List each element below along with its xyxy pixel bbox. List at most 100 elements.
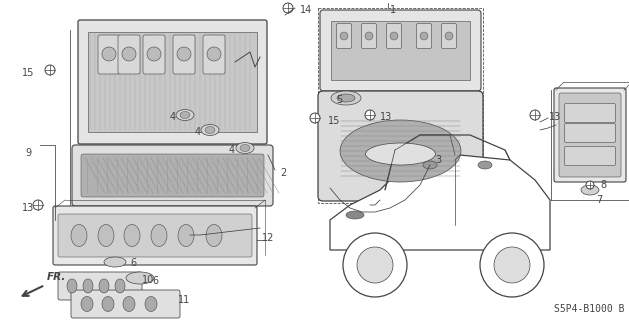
Text: 4: 4 — [195, 127, 201, 137]
Circle shape — [45, 65, 55, 75]
Circle shape — [586, 181, 594, 189]
Ellipse shape — [81, 297, 93, 311]
Ellipse shape — [124, 225, 140, 246]
Text: 13: 13 — [22, 203, 34, 213]
FancyBboxPatch shape — [442, 23, 457, 49]
Ellipse shape — [331, 91, 361, 105]
Text: 7: 7 — [596, 195, 602, 205]
FancyBboxPatch shape — [416, 23, 431, 49]
FancyBboxPatch shape — [559, 93, 621, 177]
FancyBboxPatch shape — [53, 206, 257, 265]
FancyBboxPatch shape — [143, 35, 165, 74]
Ellipse shape — [180, 111, 190, 118]
Text: 6: 6 — [152, 276, 158, 286]
FancyBboxPatch shape — [72, 145, 273, 206]
Text: 1: 1 — [390, 5, 396, 15]
Ellipse shape — [123, 297, 135, 311]
Text: S5P4-B1000 B: S5P4-B1000 B — [555, 304, 625, 314]
Ellipse shape — [115, 279, 125, 293]
Text: 9: 9 — [25, 148, 31, 158]
Ellipse shape — [98, 225, 114, 246]
Ellipse shape — [145, 297, 157, 311]
FancyBboxPatch shape — [386, 23, 401, 49]
Ellipse shape — [581, 185, 599, 195]
Circle shape — [480, 233, 544, 297]
Circle shape — [147, 47, 161, 61]
Text: 14: 14 — [300, 5, 312, 15]
Text: 12: 12 — [262, 233, 274, 243]
Text: 4: 4 — [170, 112, 176, 122]
FancyBboxPatch shape — [71, 290, 180, 318]
Circle shape — [177, 47, 191, 61]
FancyBboxPatch shape — [337, 23, 352, 49]
Text: 13: 13 — [549, 112, 561, 122]
Circle shape — [343, 233, 407, 297]
Circle shape — [33, 200, 43, 210]
Ellipse shape — [346, 211, 364, 219]
Text: 4: 4 — [229, 145, 235, 155]
Ellipse shape — [340, 120, 461, 182]
Polygon shape — [330, 155, 550, 250]
FancyBboxPatch shape — [554, 88, 626, 182]
FancyBboxPatch shape — [58, 272, 142, 300]
FancyBboxPatch shape — [58, 214, 252, 257]
Ellipse shape — [178, 225, 194, 246]
Ellipse shape — [102, 297, 114, 311]
Ellipse shape — [206, 225, 222, 246]
Bar — [318, 8, 483, 203]
Ellipse shape — [151, 225, 167, 246]
Ellipse shape — [104, 257, 126, 267]
Ellipse shape — [236, 142, 254, 154]
FancyBboxPatch shape — [564, 124, 616, 142]
Ellipse shape — [83, 279, 93, 293]
Circle shape — [494, 247, 530, 283]
FancyBboxPatch shape — [118, 35, 140, 74]
Text: 5: 5 — [336, 95, 342, 105]
Ellipse shape — [423, 161, 437, 169]
Text: 6: 6 — [130, 258, 136, 268]
Text: 13: 13 — [380, 112, 392, 122]
FancyBboxPatch shape — [78, 20, 267, 144]
Circle shape — [390, 32, 398, 40]
FancyBboxPatch shape — [564, 103, 616, 123]
Text: 3: 3 — [435, 155, 441, 165]
Ellipse shape — [201, 124, 219, 135]
Ellipse shape — [240, 145, 250, 151]
FancyBboxPatch shape — [320, 10, 481, 91]
FancyBboxPatch shape — [318, 91, 483, 201]
Text: 8: 8 — [600, 180, 606, 190]
Circle shape — [102, 47, 116, 61]
FancyBboxPatch shape — [362, 23, 377, 49]
Circle shape — [445, 32, 453, 40]
Ellipse shape — [205, 126, 215, 133]
Circle shape — [365, 32, 373, 40]
Ellipse shape — [365, 143, 435, 165]
Ellipse shape — [337, 94, 355, 102]
FancyBboxPatch shape — [81, 154, 264, 197]
Bar — [88, 32, 257, 132]
Circle shape — [122, 47, 136, 61]
Ellipse shape — [176, 109, 194, 121]
FancyBboxPatch shape — [173, 35, 195, 74]
Ellipse shape — [126, 272, 154, 284]
Text: 2: 2 — [280, 168, 286, 178]
Ellipse shape — [71, 225, 87, 246]
Text: 15: 15 — [328, 116, 340, 126]
FancyBboxPatch shape — [203, 35, 225, 74]
Text: 15: 15 — [22, 68, 35, 78]
Text: 10: 10 — [142, 275, 154, 285]
Circle shape — [207, 47, 221, 61]
Text: FR.: FR. — [47, 272, 67, 282]
Ellipse shape — [478, 161, 492, 169]
Circle shape — [420, 32, 428, 40]
Circle shape — [357, 247, 393, 283]
Ellipse shape — [99, 279, 109, 293]
Circle shape — [310, 113, 320, 123]
Circle shape — [340, 32, 348, 40]
Circle shape — [283, 3, 293, 13]
Circle shape — [365, 110, 375, 120]
FancyBboxPatch shape — [98, 35, 120, 74]
Text: 11: 11 — [178, 295, 190, 305]
Ellipse shape — [67, 279, 77, 293]
FancyBboxPatch shape — [564, 147, 616, 165]
